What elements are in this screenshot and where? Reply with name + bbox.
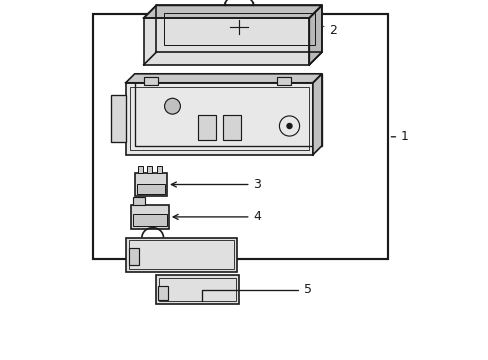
FancyBboxPatch shape (138, 166, 143, 173)
FancyBboxPatch shape (156, 275, 239, 304)
FancyBboxPatch shape (129, 248, 139, 265)
Text: 2: 2 (323, 24, 336, 37)
FancyBboxPatch shape (276, 77, 291, 85)
FancyBboxPatch shape (93, 14, 387, 259)
FancyBboxPatch shape (131, 205, 168, 229)
Text: 4: 4 (173, 210, 261, 224)
Text: 1: 1 (390, 130, 408, 143)
Polygon shape (143, 18, 309, 65)
FancyBboxPatch shape (134, 173, 167, 196)
Polygon shape (156, 5, 321, 52)
Circle shape (286, 123, 291, 129)
FancyBboxPatch shape (125, 83, 312, 155)
Polygon shape (125, 74, 321, 83)
FancyBboxPatch shape (125, 238, 237, 272)
FancyBboxPatch shape (147, 166, 152, 173)
Polygon shape (312, 74, 321, 155)
FancyBboxPatch shape (136, 184, 165, 194)
Circle shape (164, 98, 180, 114)
Text: 5: 5 (202, 283, 311, 301)
FancyBboxPatch shape (157, 166, 162, 173)
FancyBboxPatch shape (197, 115, 215, 140)
Text: 3: 3 (171, 178, 261, 191)
Polygon shape (143, 5, 321, 18)
Polygon shape (309, 5, 321, 65)
FancyBboxPatch shape (111, 95, 125, 142)
FancyBboxPatch shape (133, 214, 167, 226)
FancyBboxPatch shape (223, 115, 241, 140)
FancyBboxPatch shape (143, 77, 158, 85)
FancyBboxPatch shape (133, 197, 145, 205)
FancyBboxPatch shape (158, 286, 168, 300)
